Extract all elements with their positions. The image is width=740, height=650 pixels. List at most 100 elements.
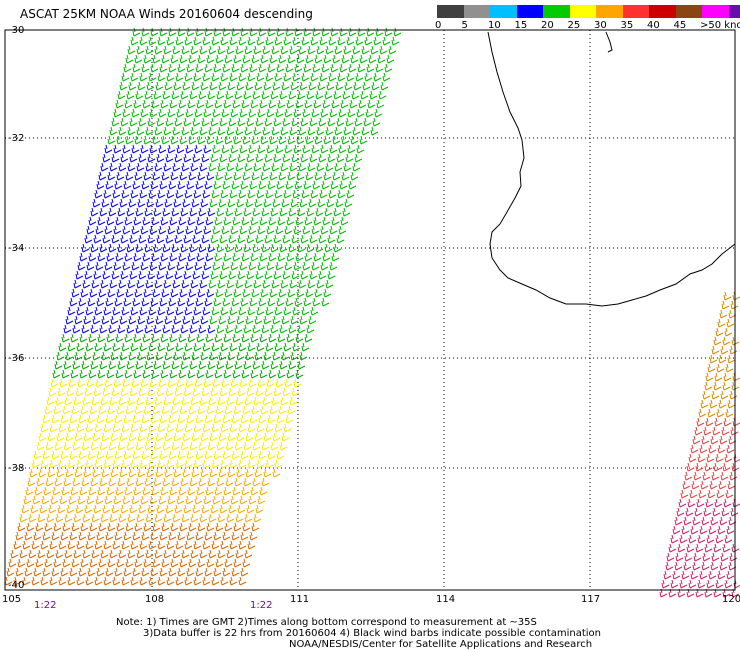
wind-barb (81, 477, 90, 487)
wind-barb (78, 297, 87, 307)
wind-barb (341, 54, 350, 64)
wind-barb (209, 315, 218, 325)
wind-barb (712, 507, 721, 517)
wind-barb (324, 243, 333, 253)
wind-barb (50, 378, 59, 388)
wind-barb (266, 225, 275, 235)
wind-barb (166, 306, 175, 316)
wind-barb (374, 108, 383, 118)
wind-barb (329, 261, 338, 271)
wind-barb (267, 414, 276, 424)
wind-barb (167, 108, 176, 118)
wind-barb (288, 90, 297, 100)
wind-barb (111, 387, 120, 397)
wind-barb (691, 480, 700, 490)
wind-barb (312, 180, 321, 190)
wind-barb (119, 81, 128, 91)
wind-barb (130, 189, 139, 199)
wind-barb (96, 180, 105, 190)
wind-barb (250, 369, 259, 379)
lat-label: -30 (8, 25, 25, 36)
wind-barb (276, 450, 285, 460)
wind-barb (187, 369, 196, 379)
wind-barb (95, 378, 104, 388)
wind-barb (116, 135, 125, 145)
wind-barb (93, 270, 102, 280)
wind-barb (235, 279, 244, 289)
wind-barb (261, 243, 270, 253)
wind-barb (259, 486, 268, 496)
wind-barb (88, 252, 97, 262)
wind-barb (168, 567, 177, 577)
wind-barb (132, 531, 141, 541)
wind-barb (279, 324, 288, 334)
wind-barb (725, 408, 734, 418)
wind-barb (342, 207, 351, 217)
wind-barb (254, 198, 263, 208)
wind-barb (159, 297, 168, 307)
wind-barb (142, 486, 151, 496)
wind-barb (127, 549, 136, 559)
color-swatch (622, 5, 649, 18)
wind-barb (710, 435, 719, 445)
wind-barb (356, 108, 365, 118)
wind-barb (213, 63, 222, 73)
wind-barb (71, 558, 80, 568)
wind-barb (194, 144, 203, 154)
wind-barb (277, 216, 286, 226)
wind-barb (205, 369, 214, 379)
wind-barb (182, 432, 191, 442)
wind-barb (723, 291, 732, 301)
wind-barb (67, 459, 76, 469)
wind-barb (284, 378, 293, 388)
wind-barb (107, 522, 116, 532)
wind-barb (177, 63, 186, 73)
wind-barb (279, 243, 288, 253)
wind-barb (262, 396, 271, 406)
wind-barb (152, 405, 161, 415)
wind-barb (67, 576, 76, 586)
lon-label: 114 (436, 594, 456, 605)
wind-barb (716, 363, 725, 373)
wind-barb (303, 63, 312, 73)
wind-barb (348, 27, 357, 37)
wind-barb (300, 234, 309, 244)
wind-barb (66, 504, 75, 514)
wind-barb (229, 189, 238, 199)
wind-barb (290, 81, 299, 91)
wind-barb (183, 270, 192, 280)
wind-barb (13, 576, 22, 586)
wind-barb (683, 516, 692, 526)
wind-barb (184, 540, 193, 550)
wind-barb (140, 495, 149, 505)
wind-barb (54, 441, 63, 451)
wind-barb (722, 381, 731, 391)
wind-barb (178, 486, 187, 496)
wind-barb (238, 306, 247, 316)
wind-barb (263, 315, 272, 325)
wind-barb (234, 477, 243, 487)
wind-barb (233, 522, 242, 532)
wind-barb (306, 324, 315, 334)
wind-barb (74, 432, 83, 442)
wind-barb (101, 315, 110, 325)
wind-barb (273, 387, 282, 397)
wind-barb (86, 495, 95, 505)
wind-barb (180, 360, 189, 370)
wind-barb (336, 153, 345, 163)
wind-barb (305, 135, 314, 145)
wind-barb (58, 342, 67, 352)
wind-barb (723, 498, 732, 508)
wind-barb (230, 495, 239, 505)
wind-barb (129, 504, 138, 514)
wind-barb (177, 414, 186, 424)
wind-barb (95, 261, 104, 271)
wind-barb (112, 459, 121, 469)
wind-barb (171, 90, 180, 100)
wind-barb (44, 522, 53, 532)
wind-barb (94, 540, 103, 550)
wind-barb (293, 378, 302, 388)
wind-barb (155, 198, 164, 208)
wind-barb (721, 426, 730, 436)
